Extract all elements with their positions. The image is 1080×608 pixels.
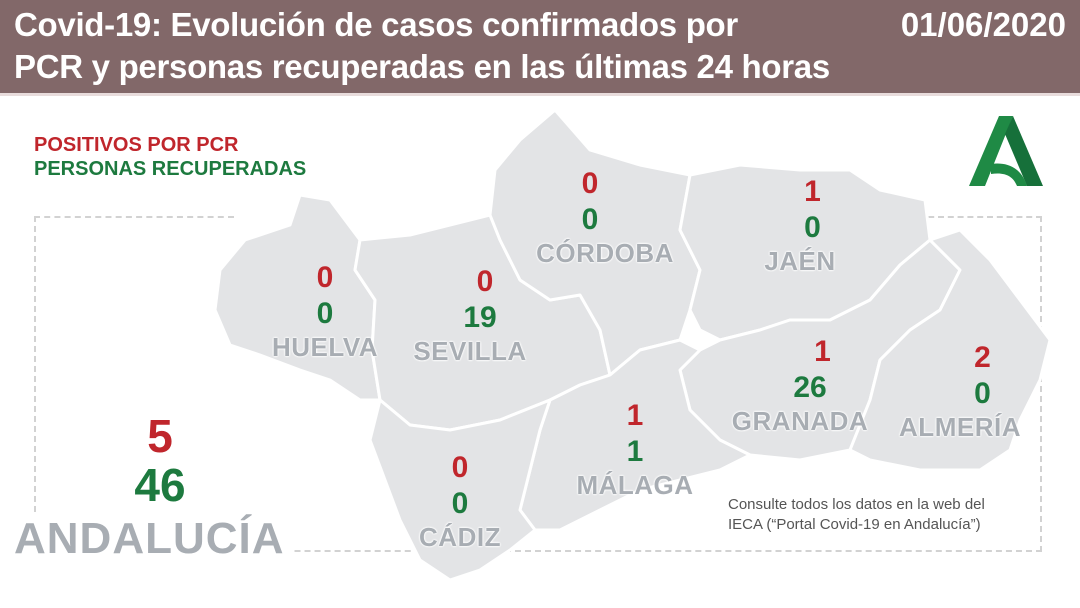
map-cadiz	[368, 398, 552, 582]
title-line-2: PCR y personas recuperadas en las última…	[14, 48, 830, 85]
cadiz-positives: 0	[451, 451, 469, 484]
header-banner: Covid-19: Evolución de casos confirmados…	[0, 0, 1080, 93]
total-positives: 5	[147, 410, 173, 462]
source-note-line-1: Consulte todos los datos en la web del	[728, 496, 985, 513]
sevilla-positives: 0	[476, 265, 494, 298]
almeria-label: ALMERÍA	[899, 412, 1021, 442]
granada-positives: 1	[814, 335, 831, 368]
frame-top-left	[34, 216, 234, 218]
cordoba-recovered: 0	[581, 203, 599, 236]
frame-top-right	[840, 216, 1042, 218]
almeria-positives: 2	[974, 341, 991, 374]
province-cadiz: 0 0 CÁDIZ	[400, 450, 520, 552]
huelva-label: HUELVA	[271, 332, 379, 362]
granada-label: GRANADA	[731, 406, 869, 436]
header-divider	[0, 93, 1080, 96]
cadiz-recovered: 0	[451, 487, 469, 520]
almeria-recovered: 0	[974, 377, 991, 410]
source-note-line-2: IECA (“Portal Covid-19 en Andalucía”)	[728, 516, 981, 533]
junta-de-andalucia-logo-icon	[969, 116, 1043, 186]
page-title: Covid-19: Evolución de casos confirmados…	[14, 4, 830, 88]
granada-recovered: 26	[793, 371, 827, 404]
province-sevilla: 0 19 SEVILLA	[390, 264, 550, 366]
province-granada: 1 26 GRANADA	[730, 334, 870, 436]
malaga-label: MÁLAGA	[576, 470, 694, 500]
jaen-positives: 1	[804, 175, 821, 208]
source-note: Consulte todos los datos en la web del I…	[728, 495, 985, 535]
huelva-positives: 0	[316, 261, 334, 294]
sevilla-recovered: 19	[463, 301, 497, 334]
legend-positives: POSITIVOS POR PCR	[34, 134, 239, 156]
province-cordoba: 0 0 CÓRDOBA	[530, 166, 680, 268]
andalucia-total: 5 46	[80, 412, 240, 510]
report-date: 01/06/2020	[900, 6, 1066, 43]
map-almeria	[848, 228, 1052, 472]
sevilla-label: SEVILLA	[413, 336, 527, 366]
malaga-positives: 1	[626, 399, 644, 432]
legend-recovered: PERSONAS RECUPERADAS	[34, 158, 307, 180]
cordoba-label: CÓRDOBA	[536, 238, 674, 268]
andalucia-frame	[34, 216, 1042, 552]
title-line-1: Covid-19: Evolución de casos confirmados…	[14, 6, 738, 43]
province-jaen: 1 0 JAÉN	[740, 174, 860, 276]
legend: POSITIVOS POR PCR PERSONAS RECUPERADAS	[34, 133, 306, 181]
jaen-label: JAÉN	[764, 246, 836, 276]
region-label: ANDALUCÍA	[14, 514, 291, 564]
malaga-recovered: 1	[626, 435, 644, 468]
province-huelva: 0 0 HUELVA	[250, 260, 400, 362]
cordoba-positives: 0	[581, 167, 599, 200]
province-malaga: 1 1 MÁLAGA	[550, 398, 720, 500]
huelva-recovered: 0	[316, 297, 334, 330]
jaen-recovered: 0	[804, 211, 821, 244]
province-almeria: 2 0 ALMERÍA	[890, 340, 1030, 442]
cadiz-label: CÁDIZ	[419, 522, 501, 552]
total-recovered: 46	[134, 459, 186, 511]
